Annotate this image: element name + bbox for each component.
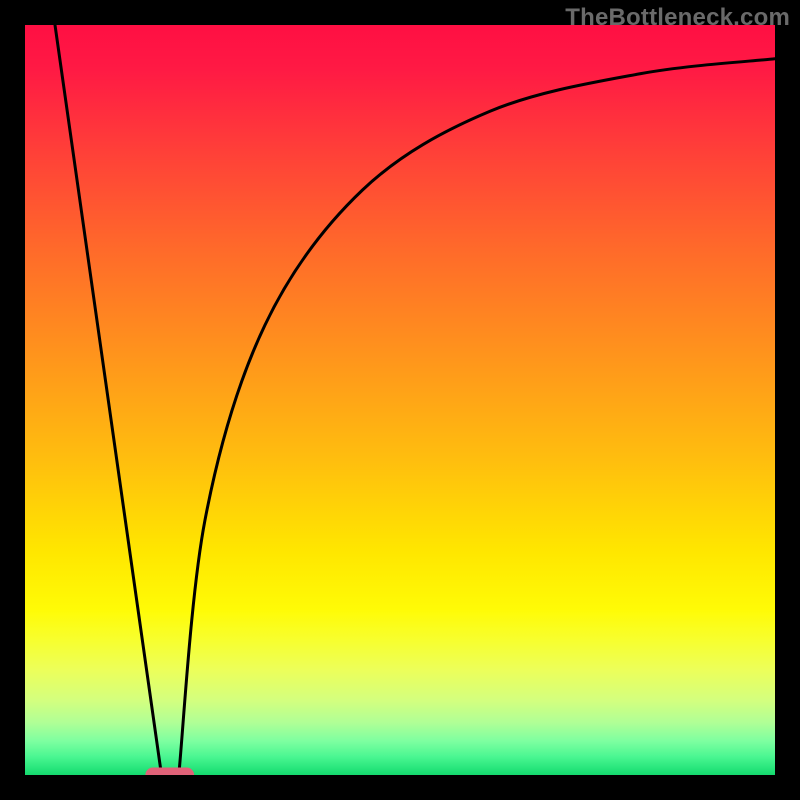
chart-svg xyxy=(25,25,775,775)
chart-frame: TheBottleneck.com xyxy=(0,0,800,800)
chart-plot-area xyxy=(25,25,775,775)
